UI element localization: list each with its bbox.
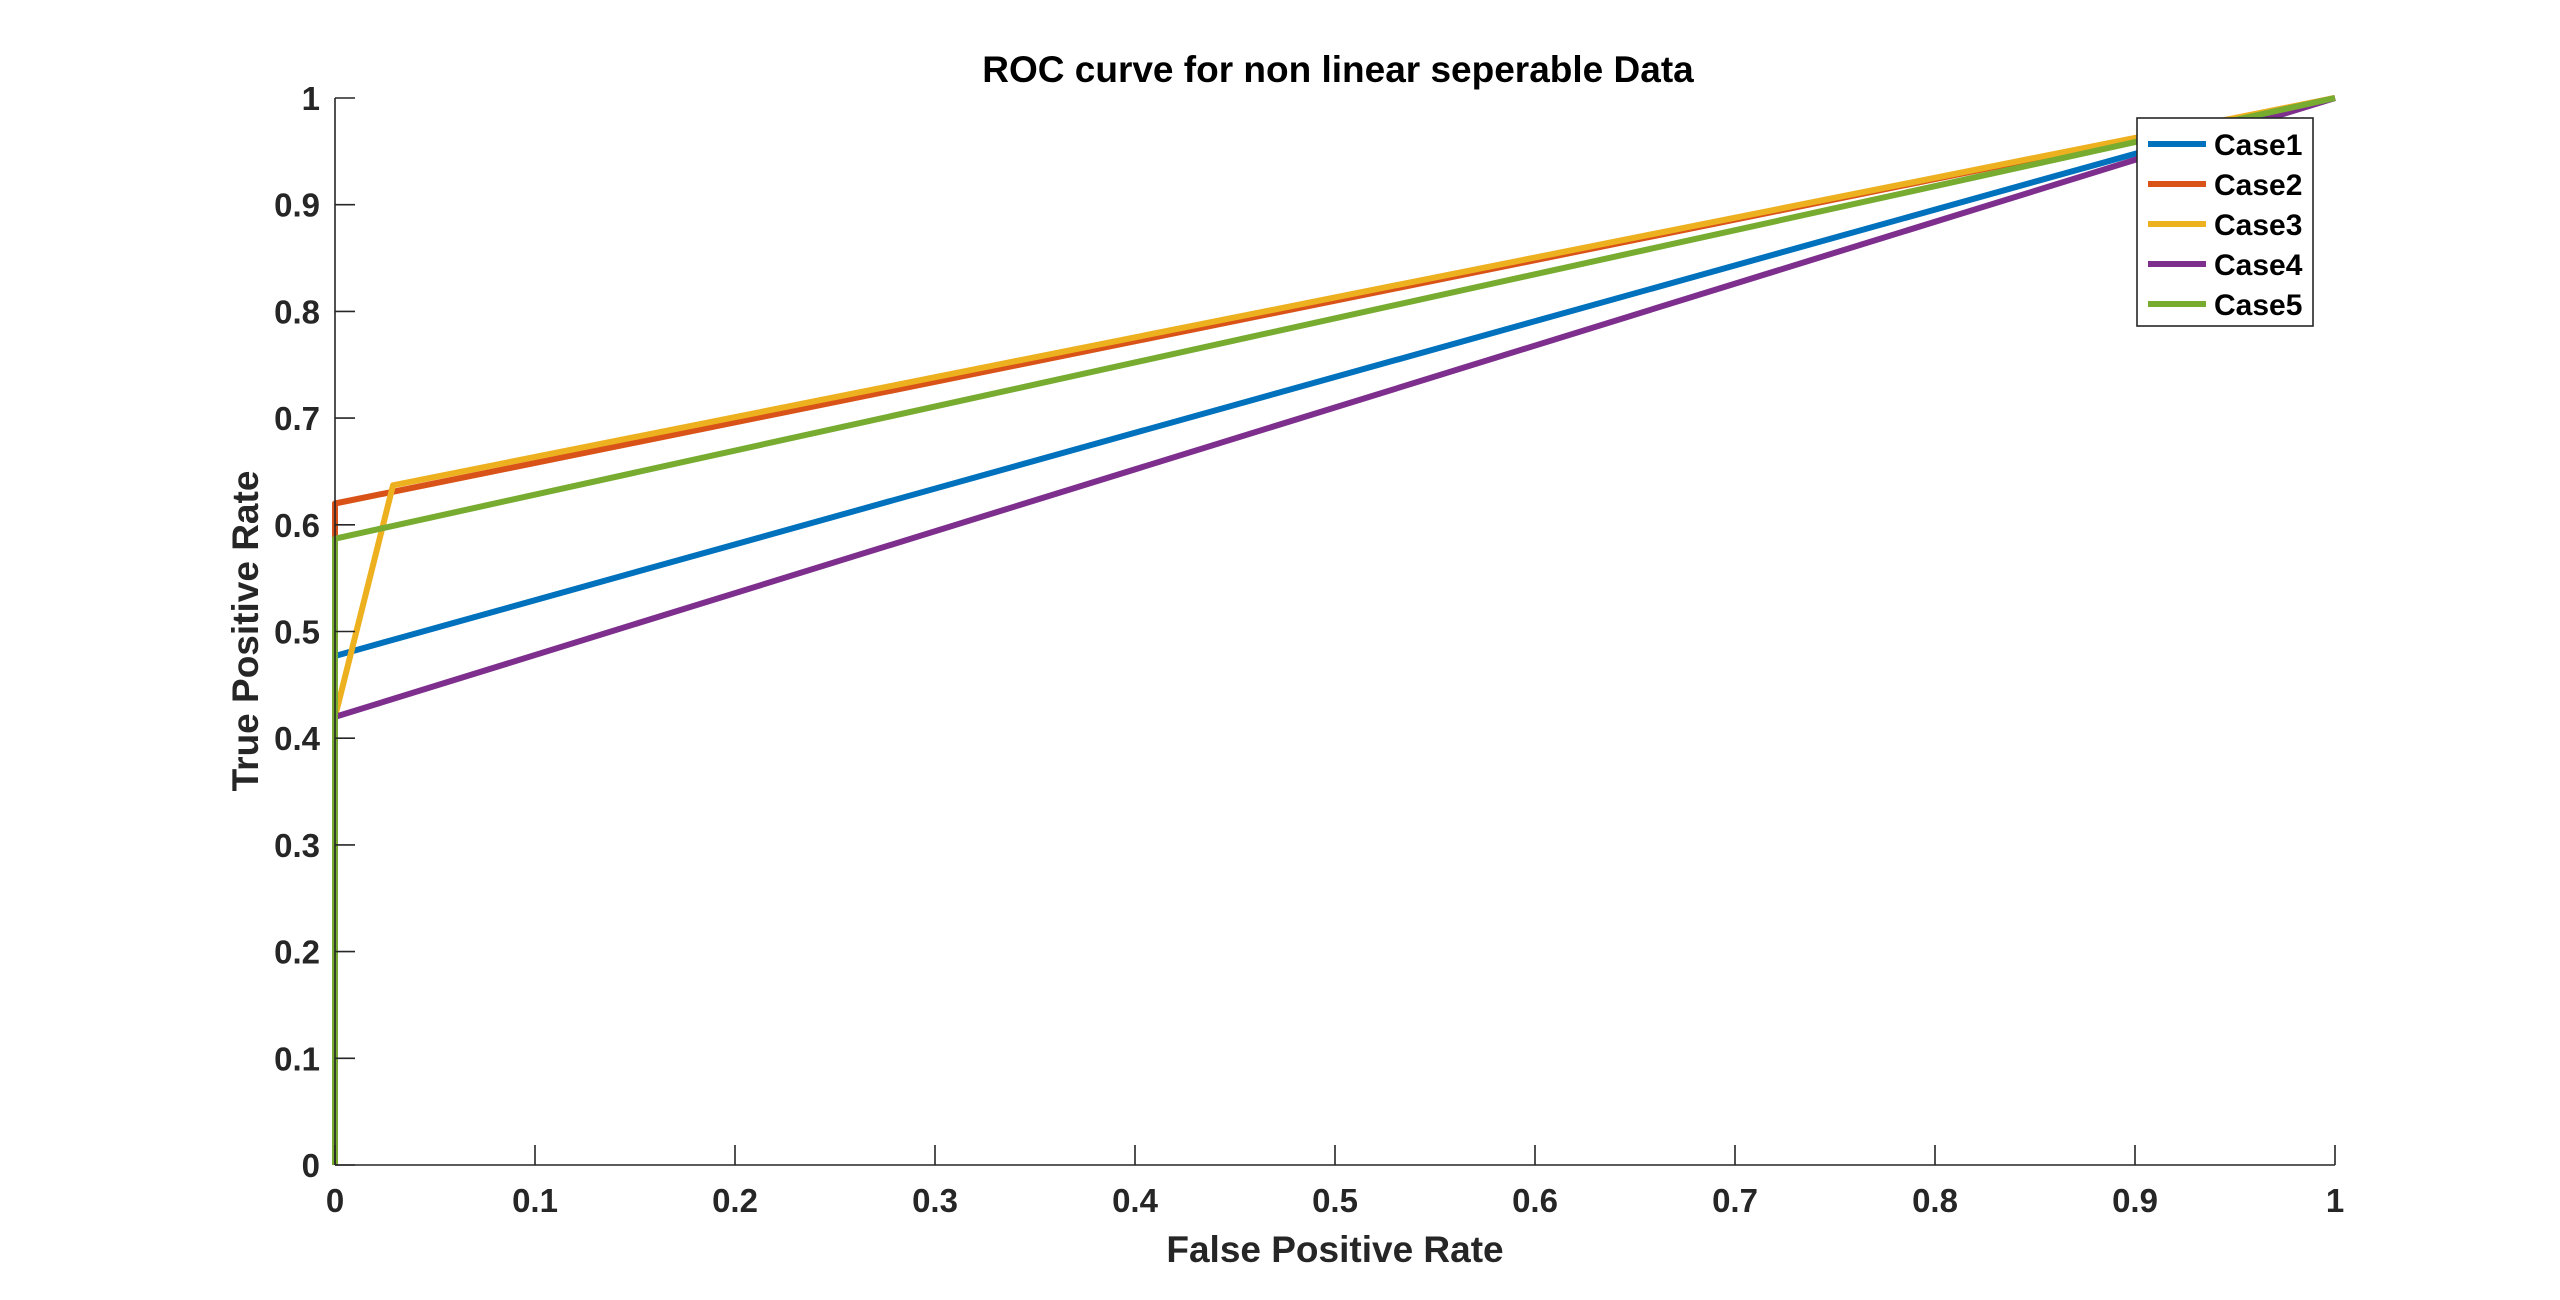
y-axis-label: True Positive Rate: [225, 471, 266, 792]
series-line-case2: [332, 95, 2336, 1165]
x-tick-label: 0.4: [1112, 1182, 1159, 1219]
x-tick-label: 0.3: [912, 1182, 958, 1219]
legend-label-case2: Case2: [2214, 169, 2302, 202]
plot-series: [332, 95, 2336, 1165]
y-tick-label: 0.1: [274, 1040, 320, 1077]
x-tick-label: 0.1: [512, 1182, 558, 1219]
legend-label-case3: Case3: [2214, 209, 2302, 242]
x-tick-label: 0.6: [1512, 1182, 1558, 1219]
y-tick-label: 0.3: [274, 827, 320, 864]
legend-label-case4: Case4: [2214, 249, 2303, 282]
x-tick-label: 0.9: [2112, 1182, 2158, 1219]
legend: Case1 Case2 Case3 Case4 Case5: [2136, 117, 2314, 327]
y-tick-label: 0.8: [274, 293, 320, 330]
x-tick-label: 0: [326, 1182, 344, 1219]
y-tick-label: 0.6: [274, 507, 320, 544]
legend-items: Case1 Case2 Case3 Case4 Case5: [2148, 129, 2303, 322]
y-tick-label: 0.9: [274, 187, 320, 224]
series-line-case3: [332, 95, 2336, 1165]
legend-label-case1: Case1: [2214, 129, 2302, 162]
x-tick-label: 0.8: [1912, 1182, 1958, 1219]
x-axis-label: False Positive Rate: [1166, 1229, 1503, 1270]
axes: 0 0.1 0.2 0.3 0.4 0.5 0.6 0.7 0.8 0.9 1 0 0.1 0.2 0.3…: [274, 80, 2344, 1219]
chart-title: ROC curve for non linear seperable Data: [982, 49, 1694, 90]
series-line-case1: [332, 95, 2336, 1165]
series-line-case5: [332, 95, 2336, 1165]
x-ticks: 0 0.1 0.2 0.3 0.4 0.5 0.6 0.7 0.8 0.9 1: [326, 1145, 2344, 1219]
y-tick-label: 0: [302, 1147, 320, 1184]
legend-label-case5: Case5: [2214, 289, 2302, 322]
x-tick-label: 0.2: [712, 1182, 758, 1219]
x-tick-label: 1: [2326, 1182, 2344, 1219]
x-tick-label: 0.7: [1712, 1182, 1758, 1219]
y-tick-label: 0.2: [274, 934, 320, 971]
y-tick-label: 1: [302, 80, 320, 117]
x-tick-label: 0.5: [1312, 1182, 1358, 1219]
y-tick-label: 0.7: [274, 400, 320, 437]
y-tick-label: 0.5: [274, 614, 320, 651]
series-line-case4: [332, 95, 2336, 1165]
y-ticks: 0 0.1 0.2 0.3 0.4 0.5 0.6 0.7 0.8 0.9 1: [274, 80, 355, 1184]
y-tick-label: 0.4: [274, 720, 321, 757]
